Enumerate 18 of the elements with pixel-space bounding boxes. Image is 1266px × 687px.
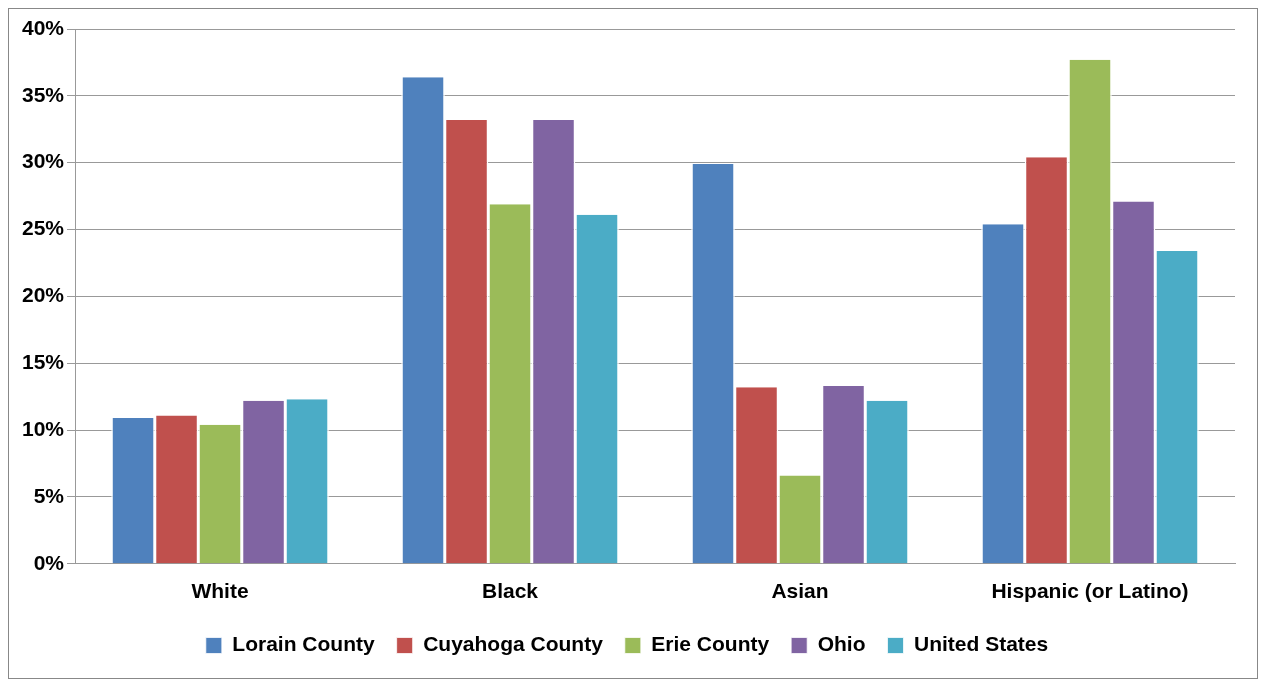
y-tick-label: 5% bbox=[33, 483, 65, 507]
x-tick-label: Black bbox=[482, 579, 539, 603]
legend-label: Erie County bbox=[651, 632, 770, 656]
x-tick-label: Hispanic (or Latino) bbox=[991, 579, 1189, 603]
legend-label: Ohio bbox=[817, 632, 866, 656]
y-tick-label: 20% bbox=[22, 283, 65, 307]
y-tick-label: 40% bbox=[22, 15, 65, 39]
legend-label: United States bbox=[913, 632, 1049, 656]
legend-label: Cuyahoga County bbox=[423, 632, 604, 656]
legend-label: Lorain County bbox=[232, 632, 375, 656]
y-tick-label: 10% bbox=[22, 416, 65, 440]
x-tick-label: Asian bbox=[771, 579, 829, 603]
y-tick-label: 25% bbox=[22, 216, 65, 240]
y-tick-label: 0% bbox=[33, 550, 65, 574]
y-tick-label: 35% bbox=[22, 82, 65, 106]
y-tick-label: 30% bbox=[22, 149, 65, 173]
y-tick-label: 15% bbox=[22, 350, 65, 374]
x-tick-label: White bbox=[191, 579, 249, 603]
